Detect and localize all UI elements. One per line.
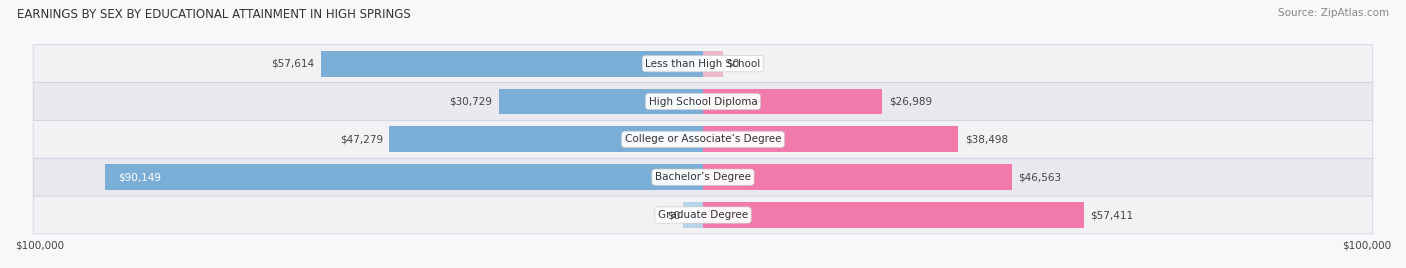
Bar xyxy=(389,126,703,152)
Bar xyxy=(703,51,723,77)
Text: College or Associate’s Degree: College or Associate’s Degree xyxy=(624,134,782,144)
Bar xyxy=(105,164,703,190)
Bar xyxy=(683,202,703,228)
FancyBboxPatch shape xyxy=(34,83,1372,120)
Text: EARNINGS BY SEX BY EDUCATIONAL ATTAINMENT IN HIGH SPRINGS: EARNINGS BY SEX BY EDUCATIONAL ATTAINMEN… xyxy=(17,8,411,21)
Text: Source: ZipAtlas.com: Source: ZipAtlas.com xyxy=(1278,8,1389,18)
Text: $26,989: $26,989 xyxy=(889,96,932,106)
FancyBboxPatch shape xyxy=(34,196,1372,234)
Text: $90,149: $90,149 xyxy=(118,172,162,182)
Text: Less than High School: Less than High School xyxy=(645,59,761,69)
Bar xyxy=(499,89,703,114)
Text: $57,614: $57,614 xyxy=(271,59,315,69)
Text: Graduate Degree: Graduate Degree xyxy=(658,210,748,220)
Text: $47,279: $47,279 xyxy=(340,134,382,144)
Text: $57,411: $57,411 xyxy=(1091,210,1133,220)
Text: $0: $0 xyxy=(727,59,740,69)
Bar xyxy=(703,89,882,114)
Text: High School Diploma: High School Diploma xyxy=(648,96,758,106)
Bar xyxy=(703,126,959,152)
Bar xyxy=(703,202,1084,228)
FancyBboxPatch shape xyxy=(34,45,1372,83)
FancyBboxPatch shape xyxy=(34,120,1372,158)
Text: $38,498: $38,498 xyxy=(965,134,1008,144)
Text: Bachelor’s Degree: Bachelor’s Degree xyxy=(655,172,751,182)
Text: $30,729: $30,729 xyxy=(450,96,492,106)
Bar xyxy=(321,51,703,77)
Text: $0: $0 xyxy=(666,210,679,220)
FancyBboxPatch shape xyxy=(34,158,1372,196)
Text: $46,563: $46,563 xyxy=(1018,172,1062,182)
Bar xyxy=(703,164,1012,190)
